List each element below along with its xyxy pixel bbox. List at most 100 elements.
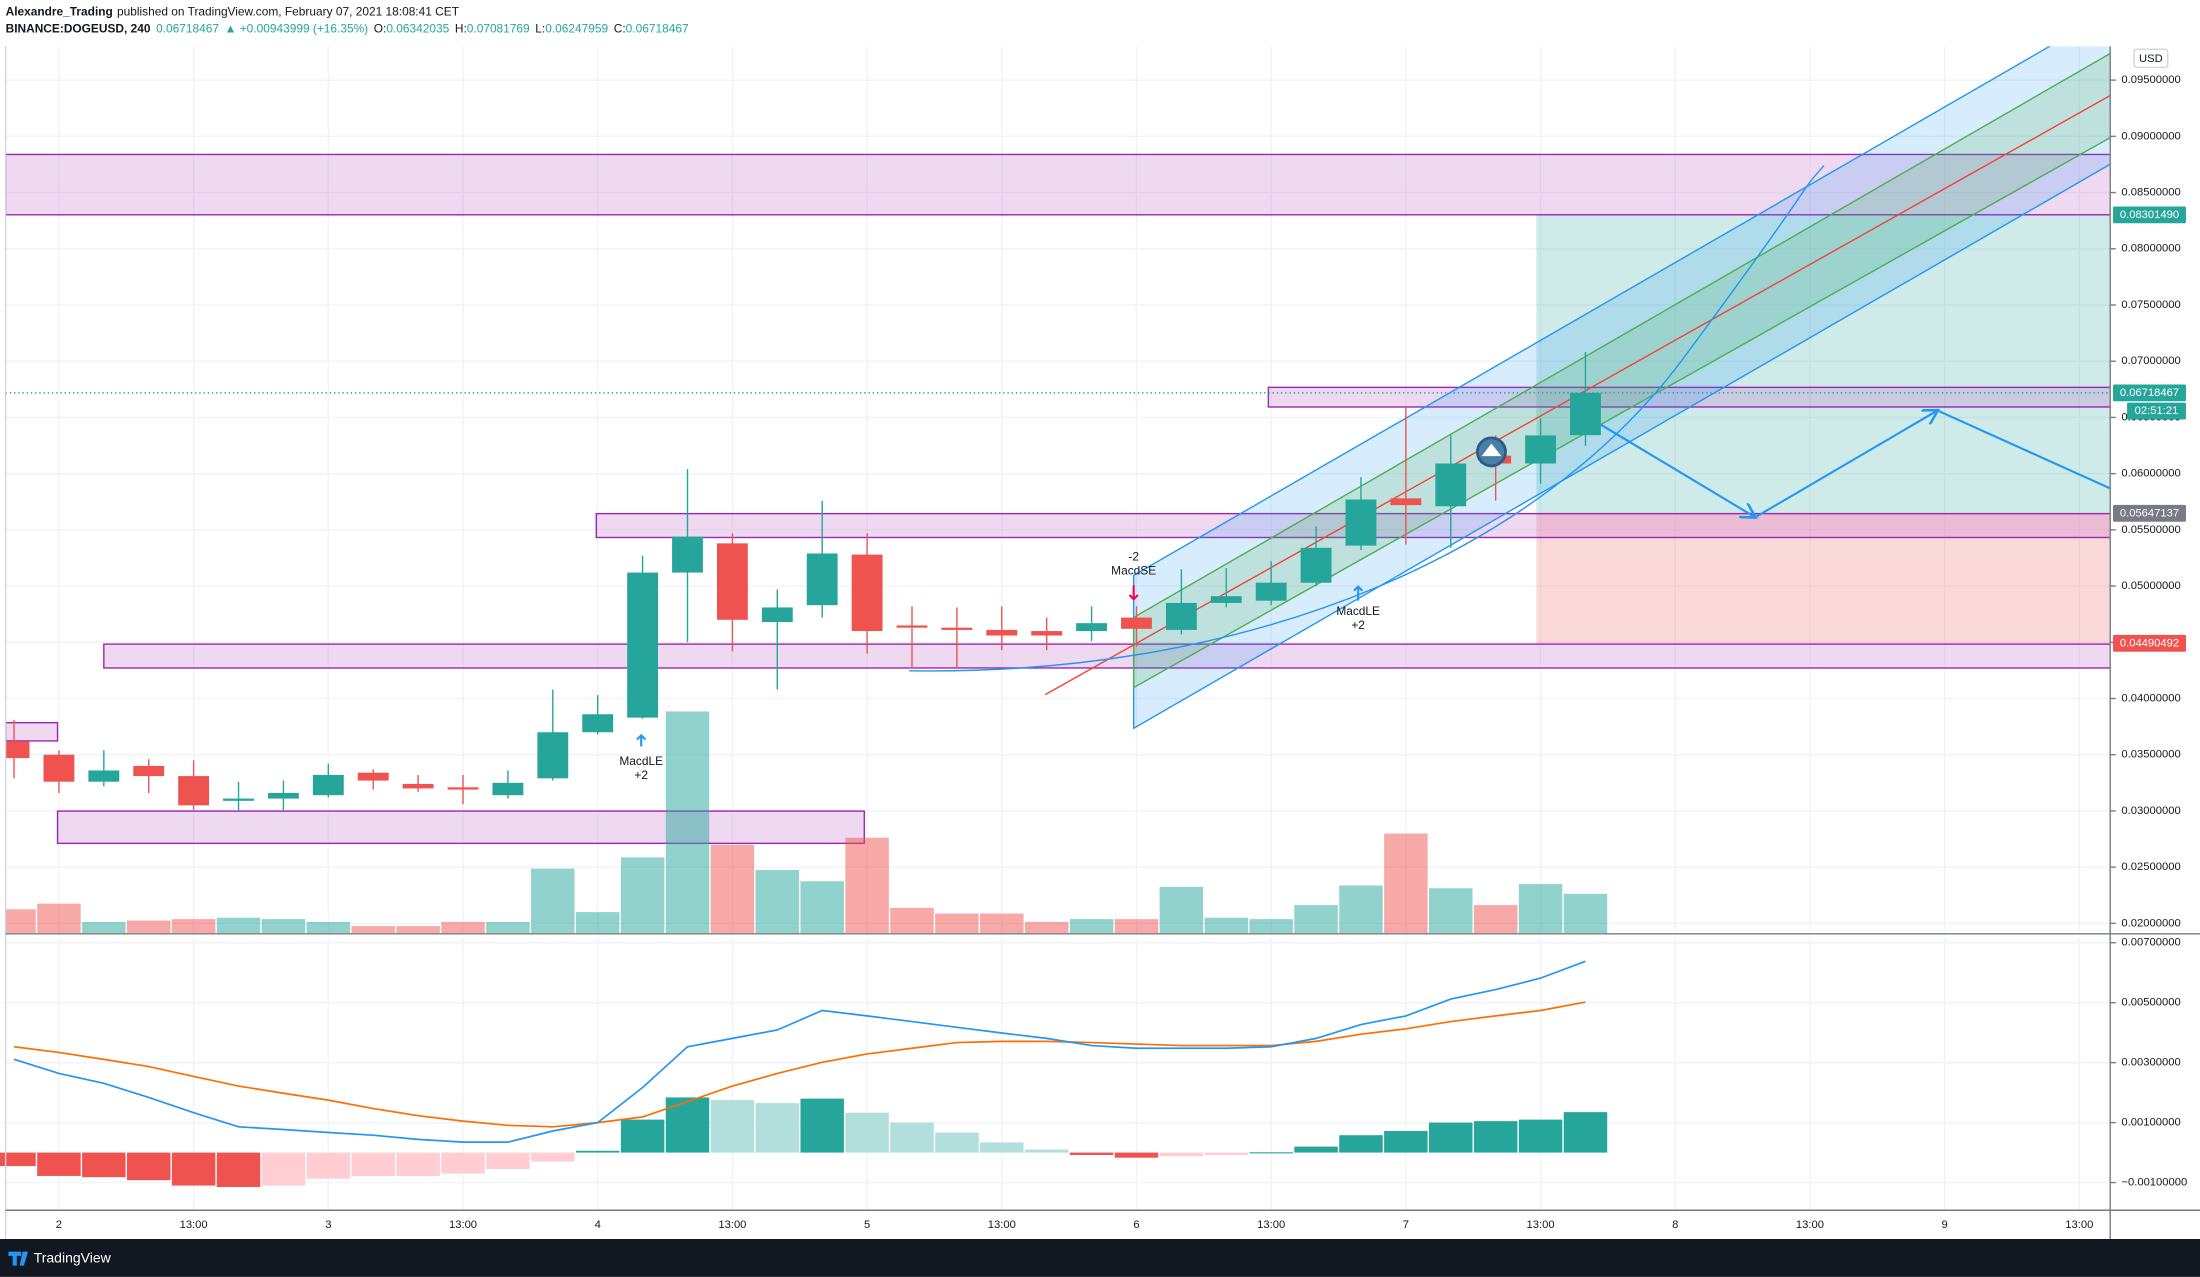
x-tick-label: 13:00 bbox=[718, 1219, 746, 1231]
histogram-bar bbox=[531, 1152, 575, 1162]
header-line: Alexandre_Trading published on TradingVie… bbox=[6, 5, 459, 19]
grid bbox=[5, 46, 2111, 1210]
histogram-bar bbox=[890, 1122, 934, 1153]
y-tick-label: 0.04000000 bbox=[2121, 692, 2180, 704]
volume-bar bbox=[351, 926, 395, 934]
zone bbox=[5, 153, 2111, 216]
histogram-bar bbox=[171, 1152, 216, 1186]
zone bbox=[103, 643, 2111, 669]
candle-body bbox=[806, 553, 838, 606]
candle-body bbox=[178, 776, 210, 806]
zone bbox=[56, 810, 865, 845]
y-tick-label: 0.08500000 bbox=[2121, 187, 2180, 199]
volume-bar bbox=[126, 920, 171, 934]
candle-body bbox=[1390, 498, 1422, 506]
histogram-bar bbox=[1069, 1152, 1114, 1155]
volume-bar bbox=[755, 870, 800, 934]
candle-body bbox=[941, 627, 973, 630]
x-tick-label: 5 bbox=[864, 1219, 870, 1231]
candle-body bbox=[1031, 631, 1063, 636]
y-tick-label: 0.03500000 bbox=[2121, 749, 2180, 761]
candle-body bbox=[672, 536, 703, 573]
candle-body bbox=[716, 543, 748, 620]
drawings bbox=[5, 46, 2111, 845]
histogram-bar bbox=[575, 1150, 620, 1153]
histogram-bar bbox=[1249, 1152, 1293, 1154]
histogram-bar bbox=[82, 1152, 126, 1178]
volume-bar bbox=[261, 919, 306, 934]
y-tick-label: 0.00300000 bbox=[2121, 1057, 2180, 1069]
stop-zone bbox=[1536, 513, 2111, 645]
ohlc-label: O: bbox=[374, 22, 387, 36]
candle-body bbox=[1165, 602, 1197, 630]
symbol: BINANCE:DOGEUSD, 240 bbox=[6, 22, 151, 36]
volume-bar bbox=[935, 913, 979, 934]
x-tick-label: 7 bbox=[1403, 1219, 1409, 1231]
signal-label: MacdLE bbox=[1336, 604, 1380, 618]
volume-bar bbox=[980, 913, 1024, 934]
histogram-bar bbox=[486, 1152, 530, 1170]
zone bbox=[5, 721, 59, 742]
symbol-line: BINANCE:DOGEUSD, 240 0.06718467 ▲ +0.00943… bbox=[6, 22, 689, 36]
volume-bar bbox=[37, 903, 81, 934]
price-label-box bbox=[2113, 384, 2186, 402]
histogram-bar bbox=[261, 1152, 306, 1186]
axis-labels: 2 13:00 3 13:00 4 13:00 5 13:00 6 13:00 7 13:00 8 13:… bbox=[56, 74, 2187, 1231]
y-tick-label: 0.02000000 bbox=[2121, 917, 2180, 929]
volume-bar bbox=[441, 921, 485, 934]
macd-marks bbox=[0, 960, 1608, 1188]
author: Alexandre_Trading bbox=[6, 5, 113, 19]
ohlc-value: 0.06342035 bbox=[386, 22, 449, 36]
volume-bar bbox=[1114, 919, 1159, 934]
histogram-bar bbox=[800, 1098, 844, 1153]
y-tick-label: 0.00500000 bbox=[2121, 997, 2180, 1009]
candle-body bbox=[43, 754, 75, 782]
histogram-bar bbox=[1024, 1149, 1069, 1153]
y-tick-label: 0.09500000 bbox=[2121, 74, 2180, 86]
projection-arrow bbox=[1938, 410, 2111, 490]
x-tick-label: 13:00 bbox=[988, 1219, 1016, 1231]
y-tick-label: 0.06000000 bbox=[2121, 468, 2180, 480]
volume-bar bbox=[306, 921, 351, 934]
histogram-bar bbox=[0, 1152, 36, 1167]
histogram-bar bbox=[710, 1100, 755, 1153]
x-tick-label: 3 bbox=[325, 1219, 331, 1231]
ohlc-value: 0.06718467 bbox=[626, 22, 689, 36]
candle-body bbox=[761, 607, 793, 623]
volume-bar bbox=[1339, 885, 1383, 934]
candle-body bbox=[582, 714, 614, 733]
y-tick-label: 0.07000000 bbox=[2121, 355, 2180, 367]
volume-bar bbox=[1384, 833, 1428, 934]
y-tick-label: 0.05000000 bbox=[2121, 580, 2180, 592]
histogram-bar bbox=[1518, 1119, 1563, 1153]
x-tick-label: 8 bbox=[1672, 1219, 1678, 1231]
histogram-bar bbox=[1204, 1152, 1249, 1155]
signal-size: +2 bbox=[1351, 618, 1365, 632]
y-tick-label: 0.00700000 bbox=[2121, 937, 2180, 949]
histogram-bar bbox=[620, 1119, 665, 1153]
x-tick-label: 13:00 bbox=[1257, 1219, 1285, 1231]
price-label: 0.04490492 bbox=[2120, 637, 2179, 649]
y-tick-label: −0.00100000 bbox=[2121, 1177, 2187, 1189]
candle-body bbox=[1525, 435, 1556, 464]
candle-body bbox=[1255, 582, 1287, 601]
y-tick-label: 0.08000000 bbox=[2121, 243, 2180, 255]
ohlc-label: H: bbox=[455, 22, 467, 36]
price-marks bbox=[5, 352, 2111, 934]
volume-bar bbox=[82, 921, 126, 934]
change: ▲ +0.00943999 (+16.35%) bbox=[225, 22, 369, 36]
signal-label: MacdLE bbox=[619, 754, 663, 768]
histogram-bar bbox=[126, 1152, 171, 1181]
price-label: 0.08301490 bbox=[2120, 209, 2179, 221]
price-label: 0.05647137 bbox=[2120, 507, 2179, 519]
volume-bar bbox=[216, 917, 261, 934]
curve bbox=[909, 165, 1825, 672]
candle-body bbox=[88, 770, 120, 782]
histogram-bar bbox=[396, 1152, 440, 1176]
candle-body bbox=[357, 772, 389, 781]
signal-line bbox=[13, 1001, 1586, 1128]
histogram-bar bbox=[980, 1142, 1024, 1153]
volume-bar bbox=[665, 711, 710, 934]
